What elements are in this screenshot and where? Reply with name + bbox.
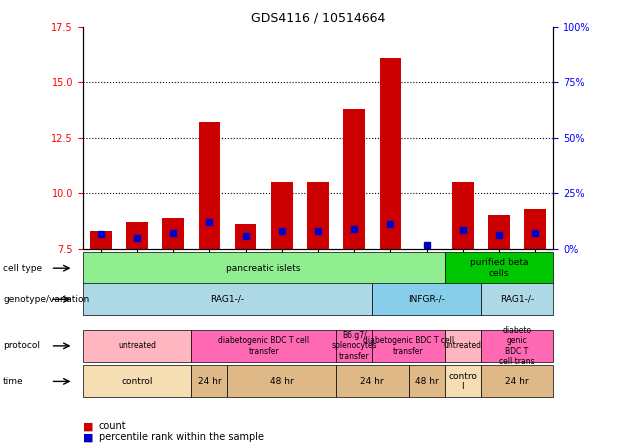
Text: pancreatic islets: pancreatic islets bbox=[226, 264, 301, 273]
Title: GDS4116 / 10514664: GDS4116 / 10514664 bbox=[251, 11, 385, 24]
Text: cell type: cell type bbox=[3, 264, 43, 273]
Text: count: count bbox=[99, 421, 126, 431]
Text: genotype/variation: genotype/variation bbox=[3, 295, 90, 304]
Text: purified beta
cells: purified beta cells bbox=[470, 258, 529, 278]
Text: RAG1-/-: RAG1-/- bbox=[500, 295, 534, 304]
Text: INFGR-/-: INFGR-/- bbox=[408, 295, 445, 304]
Text: 24 hr: 24 hr bbox=[361, 377, 384, 386]
Bar bbox=[488, 215, 510, 249]
Bar bbox=[235, 224, 256, 249]
Text: untreated: untreated bbox=[118, 341, 156, 350]
Text: RAG1-/-: RAG1-/- bbox=[211, 295, 245, 304]
Text: time: time bbox=[3, 377, 24, 386]
Text: 48 hr: 48 hr bbox=[415, 377, 438, 386]
Text: ■: ■ bbox=[83, 432, 93, 442]
Bar bbox=[126, 222, 148, 249]
Text: 24 hr: 24 hr bbox=[198, 377, 221, 386]
Text: ■: ■ bbox=[83, 421, 93, 431]
Bar bbox=[380, 58, 401, 249]
Bar bbox=[343, 109, 365, 249]
Text: B6.g7/
splenocytes
transfer: B6.g7/ splenocytes transfer bbox=[331, 331, 377, 361]
Text: 48 hr: 48 hr bbox=[270, 377, 294, 386]
Text: diabeto
genic
BDC T
cell trans: diabeto genic BDC T cell trans bbox=[499, 326, 535, 366]
Bar bbox=[524, 209, 546, 249]
Bar bbox=[307, 182, 329, 249]
Text: untreated: untreated bbox=[444, 341, 482, 350]
Bar bbox=[271, 182, 293, 249]
Text: diabetogenic BDC T cell
transfer: diabetogenic BDC T cell transfer bbox=[218, 336, 309, 356]
Text: contro
l: contro l bbox=[448, 372, 477, 391]
Text: percentile rank within the sample: percentile rank within the sample bbox=[99, 432, 263, 442]
Bar bbox=[198, 122, 220, 249]
Text: control: control bbox=[121, 377, 153, 386]
Text: diabetogenic BDC T cell
transfer: diabetogenic BDC T cell transfer bbox=[363, 336, 454, 356]
Bar bbox=[452, 182, 474, 249]
Text: 24 hr: 24 hr bbox=[506, 377, 529, 386]
Text: protocol: protocol bbox=[3, 341, 40, 350]
Bar bbox=[90, 231, 112, 249]
Bar bbox=[162, 218, 184, 249]
